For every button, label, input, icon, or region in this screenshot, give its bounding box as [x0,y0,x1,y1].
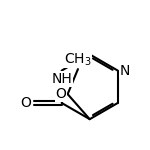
Text: N: N [120,64,130,78]
Text: CH$_3$: CH$_3$ [64,51,92,68]
Text: O: O [55,87,66,101]
Text: O: O [21,96,32,110]
Text: NH: NH [51,72,72,86]
